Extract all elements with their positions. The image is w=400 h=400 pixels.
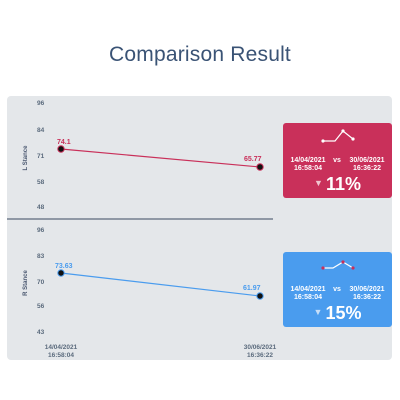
top-tick-3: 71 xyxy=(37,153,45,160)
l-stance-result-card[interactable]: 14/04/2021 16:58:04 vs 30/06/2021 16:36:… xyxy=(283,123,392,198)
bottom-series-line xyxy=(60,272,261,297)
top-y-axis-label: L Stance xyxy=(23,145,29,171)
r-card-time1: 16:58:04 xyxy=(293,294,323,301)
down-triangle-icon: ▼ xyxy=(313,307,323,318)
l-card-date1: 14/04/2021 xyxy=(290,157,326,164)
top-tick-4: 58 xyxy=(37,179,45,186)
comparison-charts: L Stance 96 84 71 58 48 74.1 65.77 R Sta… xyxy=(7,100,277,359)
x-start-date: 14/04/2021 xyxy=(45,344,78,351)
bottom-start-value: 73.63 xyxy=(55,263,73,270)
top-tick-2: 84 xyxy=(37,127,45,134)
top-end-value: 65.77 xyxy=(244,156,262,163)
bottom-tick-2: 83 xyxy=(37,253,45,260)
bottom-end-value: 61.97 xyxy=(243,285,261,292)
x-end-date: 30/06/2021 xyxy=(244,344,277,351)
comparison-panel: L Stance 96 84 71 58 48 74.1 65.77 R Sta… xyxy=(7,96,392,360)
l-card-percent-row: ▼ 11% xyxy=(283,174,392,195)
sparkline-icon xyxy=(321,260,355,270)
bottom-y-axis-label: R Stance xyxy=(23,270,29,296)
top-tick-1: 96 xyxy=(37,100,45,107)
bottom-start-point[interactable] xyxy=(57,269,65,277)
top-tick-5: 48 xyxy=(37,204,45,211)
page-title: Comparison Result xyxy=(109,43,291,66)
bottom-tick-1: 96 xyxy=(37,227,45,234)
r-card-vs: vs xyxy=(333,286,341,293)
x-end-time: 16:36:22 xyxy=(247,352,273,359)
r-card-time2: 16:36:22 xyxy=(352,294,382,301)
r-card-percent-row: ▼ 15% xyxy=(283,303,392,324)
r-stance-result-card[interactable]: 14/04/2021 16:58:04 vs 30/06/2021 16:36:… xyxy=(283,252,392,327)
top-start-point[interactable] xyxy=(57,145,65,153)
l-card-date2: 30/06/2021 xyxy=(349,157,385,164)
l-card-vs: vs xyxy=(333,157,341,164)
bottom-tick-3: 70 xyxy=(37,279,45,286)
l-card-percent: 11% xyxy=(325,174,361,194)
l-card-time2: 16:36:22 xyxy=(352,165,382,172)
top-start-value: 74.1 xyxy=(57,139,71,146)
top-end-point[interactable] xyxy=(256,163,264,171)
x-start-time: 16:58:04 xyxy=(48,352,74,359)
top-series-line xyxy=(60,148,261,168)
r-card-date1: 14/04/2021 xyxy=(290,286,326,293)
sparkline-icon xyxy=(321,129,355,143)
l-card-time1: 16:58:04 xyxy=(293,165,323,172)
r-card-date2: 30/06/2021 xyxy=(349,286,385,293)
bottom-tick-5: 43 xyxy=(37,329,45,336)
bottom-tick-4: 56 xyxy=(37,303,45,310)
r-card-percent: 15% xyxy=(325,303,362,323)
bottom-end-point[interactable] xyxy=(256,292,264,300)
down-triangle-icon: ▼ xyxy=(314,178,323,189)
